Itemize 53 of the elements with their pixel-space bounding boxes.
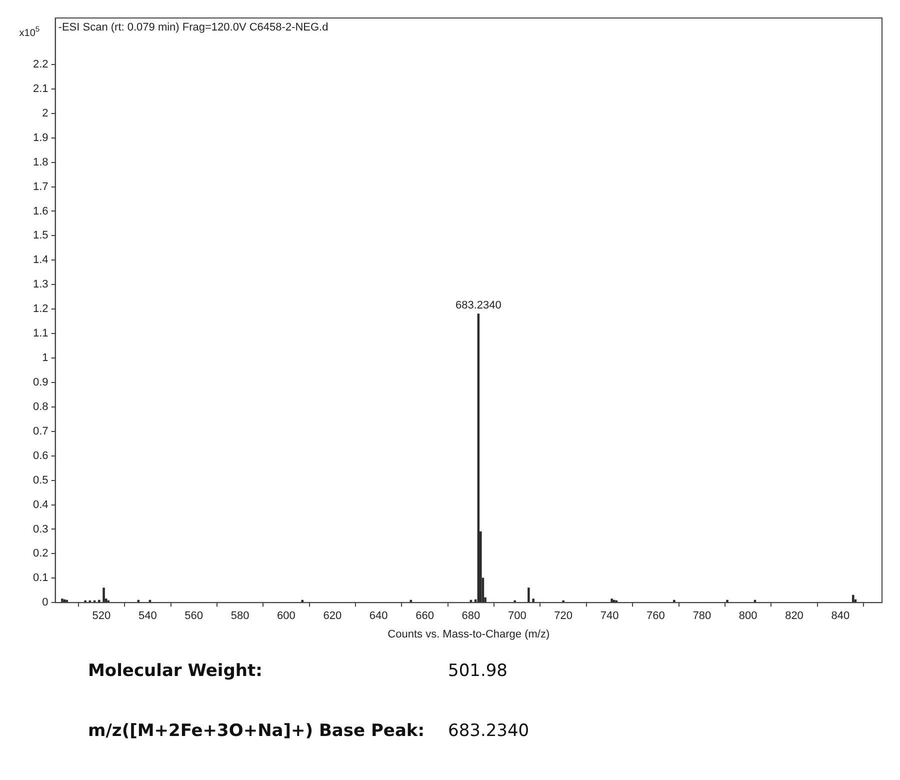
x-tick-label: 600 (277, 610, 296, 622)
bar (61, 598, 64, 602)
y-tick-label: 0.2 (32, 548, 48, 560)
x-tick-label: 820 (785, 610, 804, 622)
y-tick-label: 1 (42, 352, 48, 364)
y-tick-label: 2 (42, 107, 48, 120)
y-tick-label: 2.1 (32, 82, 48, 95)
y-tick-label: 1.9 (32, 132, 48, 144)
bar (852, 594, 854, 602)
x-tick-label: 780 (692, 610, 712, 622)
text: 501.98 (448, 661, 508, 681)
chart-title: -ESI Scan (rt: 0.079 min) Frag=120.0V C6458-2-NEG.d (58, 22, 328, 34)
x-tick-label: 620 (323, 610, 342, 622)
x-tick-label: 680 (462, 610, 480, 622)
y-tick-label: 1.6 (32, 205, 48, 218)
x-axis-title: Counts vs. Mass-to-Charge (m/z) (388, 628, 550, 640)
y-tick-label: 0.3 (32, 523, 48, 536)
x-tick-label: 640 (369, 610, 388, 622)
bar (528, 588, 530, 602)
y-tick-label: 0.1 (32, 572, 48, 584)
text: m/z([M+2Fe+3O+Na]+) Base Peak: (88, 721, 426, 741)
y-tick-label: 0.7 (32, 425, 48, 438)
text: 683.2340 (448, 721, 530, 741)
x-tick-label: 580 (230, 610, 250, 622)
y-tick-label: 1.2 (32, 303, 48, 316)
x-tick-label: 760 (646, 610, 665, 622)
y-tick-label: 0.9 (32, 376, 48, 388)
x-tick-label: 800 (738, 610, 758, 622)
x-tick-label: 660 (416, 610, 434, 622)
x-tick-label: 720 (554, 610, 573, 622)
y-tick-label: 0.6 (32, 450, 48, 462)
x-tick-label: 540 (138, 610, 157, 622)
y-tick-label: 1.8 (32, 156, 48, 168)
y-tick-label: 2.2 (32, 58, 48, 71)
y-tick-label: 0.8 (32, 400, 48, 413)
y-tick-label: 1.5 (32, 230, 48, 242)
x-tick-label: 840 (831, 610, 850, 622)
y-tick-label: 0.4 (32, 498, 48, 511)
bar (532, 598, 534, 602)
x-tick-label: 560 (184, 610, 204, 622)
y-tick-label: 0 (42, 596, 48, 609)
x-tick-label: 520 (92, 610, 111, 622)
annotation: 683.2340 (455, 300, 502, 312)
text: Molecular Weight: (88, 661, 264, 681)
y-tick-label: 1.3 (32, 278, 48, 291)
bar (102, 588, 105, 602)
y-tick-label: 0.5 (32, 474, 48, 486)
bar (610, 598, 613, 602)
y-tick-label: 1.4 (32, 254, 48, 266)
x-tick-label: 740 (600, 610, 619, 622)
x-tick-label: 700 (508, 610, 526, 622)
y-tick-label: 1.7 (32, 180, 48, 193)
y-tick-label: 1.1 (32, 328, 48, 340)
